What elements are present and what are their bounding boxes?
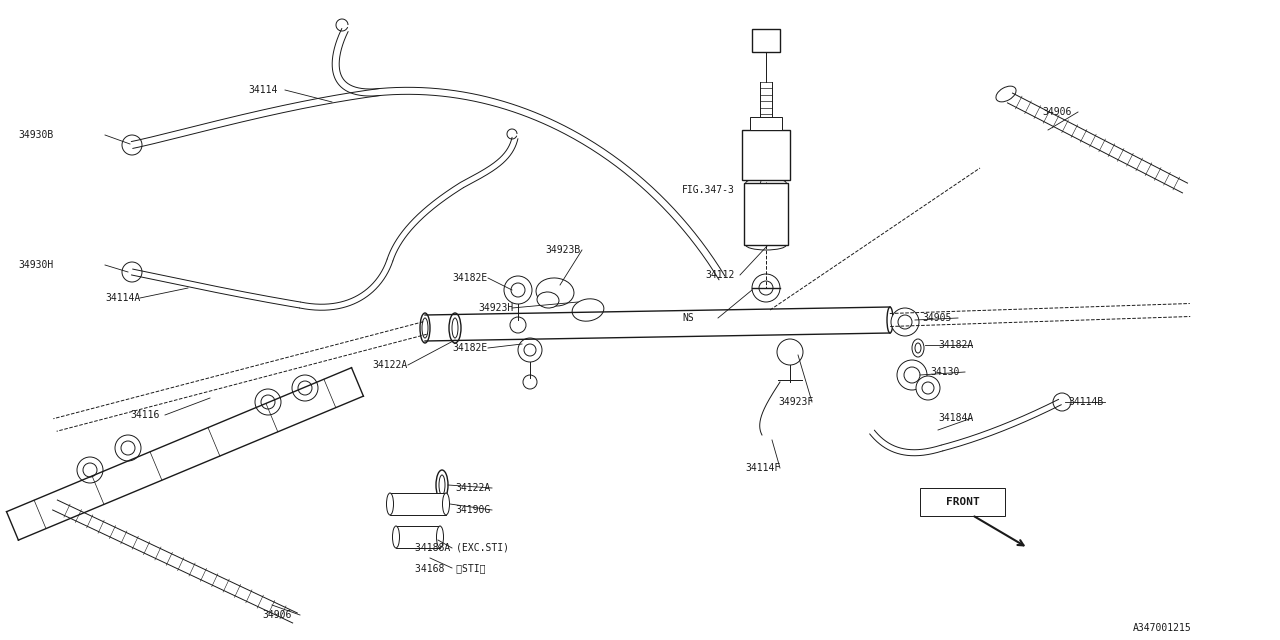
Ellipse shape <box>436 526 443 548</box>
Circle shape <box>261 395 275 409</box>
Ellipse shape <box>913 339 924 357</box>
Ellipse shape <box>538 292 559 308</box>
Text: 34116: 34116 <box>131 410 160 420</box>
Ellipse shape <box>387 493 393 515</box>
Text: 34190G: 34190G <box>454 505 490 515</box>
Ellipse shape <box>572 299 604 321</box>
Ellipse shape <box>436 470 448 500</box>
Ellipse shape <box>746 178 786 188</box>
Circle shape <box>115 435 141 461</box>
Ellipse shape <box>996 86 1016 102</box>
Bar <box>396 526 440 548</box>
Ellipse shape <box>422 315 428 341</box>
Ellipse shape <box>449 313 461 343</box>
Text: 34905: 34905 <box>922 313 951 323</box>
Circle shape <box>524 375 538 389</box>
Text: 34112: 34112 <box>705 270 735 280</box>
Text: 34122A: 34122A <box>454 483 490 493</box>
Text: NS: NS <box>682 313 694 323</box>
Circle shape <box>904 367 920 383</box>
Circle shape <box>1053 393 1071 411</box>
Circle shape <box>518 338 541 362</box>
Text: 34168  〈STI〉: 34168 〈STI〉 <box>415 563 485 573</box>
Text: A347001215: A347001215 <box>1133 623 1192 633</box>
Circle shape <box>753 274 780 302</box>
Bar <box>920 488 1005 516</box>
Bar <box>742 130 790 180</box>
Ellipse shape <box>746 240 786 250</box>
Ellipse shape <box>393 526 399 548</box>
Circle shape <box>504 276 532 304</box>
Circle shape <box>511 283 525 297</box>
Circle shape <box>83 463 97 477</box>
Text: A: A <box>763 35 769 45</box>
Text: 34182E: 34182E <box>452 343 488 353</box>
Ellipse shape <box>452 318 458 338</box>
Text: 34923F: 34923F <box>778 397 813 407</box>
Bar <box>744 183 788 245</box>
Ellipse shape <box>439 475 445 495</box>
Text: 34182A: 34182A <box>938 340 973 350</box>
Text: 34114F: 34114F <box>745 463 781 473</box>
Ellipse shape <box>443 493 449 515</box>
Text: 34188A (EXC.STI): 34188A (EXC.STI) <box>415 543 509 553</box>
Circle shape <box>509 317 526 333</box>
Text: FIG.347-3: FIG.347-3 <box>682 185 735 195</box>
Circle shape <box>899 315 913 329</box>
Ellipse shape <box>420 313 430 343</box>
Circle shape <box>916 376 940 400</box>
Circle shape <box>922 382 934 394</box>
Circle shape <box>524 344 536 356</box>
Text: 34930H: 34930H <box>18 260 54 270</box>
Bar <box>753 29 780 52</box>
Text: 34130: 34130 <box>931 367 960 377</box>
Bar <box>750 117 782 130</box>
Text: 34923B: 34923B <box>545 245 580 255</box>
Circle shape <box>897 360 927 390</box>
Text: FRONT: FRONT <box>946 497 980 507</box>
Text: 34906: 34906 <box>262 610 292 620</box>
Ellipse shape <box>915 343 922 353</box>
Circle shape <box>759 281 773 295</box>
Text: 34906: 34906 <box>1042 107 1071 117</box>
Text: 34184A: 34184A <box>938 413 973 423</box>
Text: 34182E: 34182E <box>452 273 488 283</box>
Circle shape <box>292 375 317 401</box>
Ellipse shape <box>422 318 428 338</box>
Text: 34114A: 34114A <box>105 293 141 303</box>
Bar <box>390 493 445 515</box>
Circle shape <box>77 457 102 483</box>
Text: 34114B: 34114B <box>1068 397 1103 407</box>
Circle shape <box>298 381 312 395</box>
Circle shape <box>255 389 282 415</box>
Text: 34930B: 34930B <box>18 130 54 140</box>
Ellipse shape <box>887 307 893 333</box>
Text: 34923H: 34923H <box>477 303 513 313</box>
Ellipse shape <box>536 278 573 306</box>
Text: 34122A: 34122A <box>372 360 407 370</box>
Circle shape <box>122 441 134 455</box>
Circle shape <box>122 135 142 155</box>
Ellipse shape <box>748 207 785 221</box>
Circle shape <box>777 339 803 365</box>
Text: 34114: 34114 <box>248 85 278 95</box>
Circle shape <box>891 308 919 336</box>
Circle shape <box>122 262 142 282</box>
